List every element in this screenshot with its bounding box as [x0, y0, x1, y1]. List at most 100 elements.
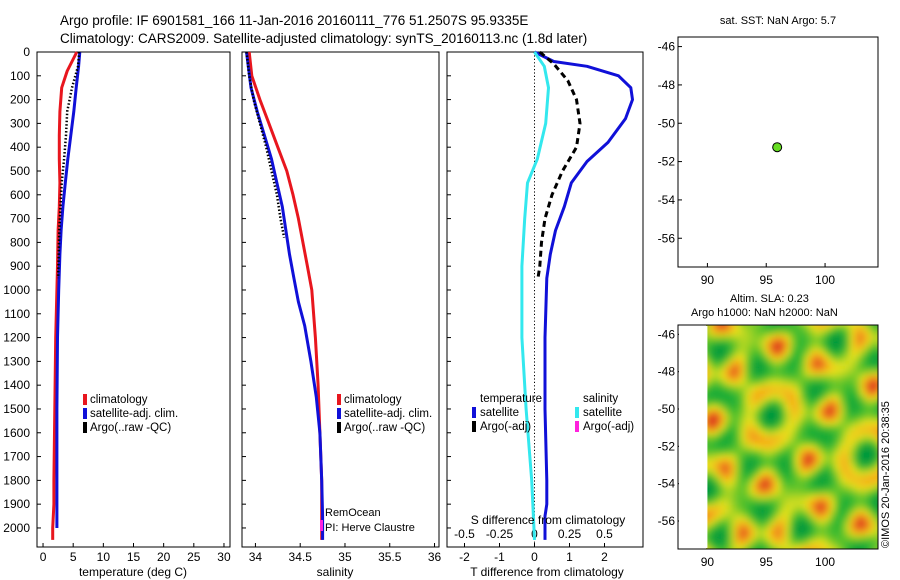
depth-tick-label: 1900: [3, 497, 30, 511]
legend-swatch-satellite: [337, 408, 341, 419]
sla-map: 90 95 100 -46 -48 -50 -52 -54 -56: [658, 324, 879, 569]
pi-marker: [320, 520, 323, 531]
legend-swatch-argo: [83, 422, 87, 433]
difference-plot: -2 -1 0 1 2-0.5 -0.25 0 0.25 0.5: [447, 50, 634, 564]
legend-label-s-argo: Argo(-adj): [583, 421, 634, 433]
x-tick-label: 34: [249, 550, 263, 564]
sst-map-panel: [677, 36, 879, 268]
y-tick-label: -46: [658, 327, 676, 341]
x-tick-label: 15: [127, 550, 141, 564]
x-tick-label: 95: [760, 555, 774, 569]
depth-tick-label: 2000: [3, 521, 30, 535]
x-tick-label: -1: [494, 550, 505, 564]
depth-tick-label: 100: [10, 69, 30, 83]
x2-tick-label: -0.25: [486, 527, 514, 541]
sla-map-title-line1: Altim. SLA: 0.23: [730, 293, 809, 305]
temperature-panel: [36, 51, 231, 548]
x-tick-label: 100: [815, 555, 835, 569]
depth-tick-label: 1500: [3, 402, 30, 416]
figure-title-line1: Argo profile: IF 6901581_166 11-Jan-2016…: [60, 13, 528, 28]
x-tick-label: 25: [187, 550, 201, 564]
t-difference-axis-label: T difference from climatology: [470, 565, 624, 579]
legend-swatch-climatology: [337, 394, 341, 405]
x-tick-label: 0: [531, 550, 538, 564]
y-tick-label: -52: [658, 155, 676, 169]
depth-tick-label: 1700: [3, 450, 30, 464]
legend-swatch-satellite: [83, 408, 87, 419]
y-tick-label: -54: [658, 193, 676, 207]
legend-swatch-climatology: [83, 394, 87, 405]
depth-tick-label: 0: [23, 45, 30, 59]
depth-axis: 0 100 200 300 400 500 600 700 800 900 1000 1100 1200…: [3, 45, 30, 535]
y-tick-label: -48: [658, 78, 676, 92]
pi-label: PI: Herve Claustre: [325, 522, 415, 534]
legend-label-satellite: satellite-adj. clim.: [90, 408, 178, 420]
y-tick-label: -48: [658, 365, 676, 379]
legend-label-t-argo: Argo(-adj): [480, 421, 531, 433]
x-tick-label: 1: [566, 550, 573, 564]
sst-map-title: sat. SST: NaN Argo: 5.7: [720, 15, 836, 27]
legend-heading-temperature: temperature: [480, 393, 542, 405]
series-line-argo-raw-qc-: [56, 51, 81, 279]
depth-tick-label: 1600: [3, 426, 30, 440]
x-tick-label: 5: [70, 550, 77, 564]
x-tick-label: 2: [601, 550, 608, 564]
y-tick-label: -46: [658, 40, 676, 54]
depth-tick-label: 700: [10, 212, 30, 226]
legend-swatch-s-argo: [575, 421, 579, 432]
series-line-argo-raw-qc-: [245, 51, 286, 238]
legend-label-argo: Argo(..raw -QC): [90, 422, 171, 434]
argo-position-marker: [772, 142, 783, 153]
salinity-panel: [241, 51, 440, 548]
difference-legend: temperature salinity satellite Argo(-adj…: [472, 393, 634, 433]
remocean-label: RemOcean: [325, 507, 381, 519]
sla-map-title-line2: Argo h1000: NaN h2000: NaN: [691, 307, 838, 319]
y-tick-label: -54: [658, 477, 676, 491]
y-tick-label: -50: [658, 116, 676, 130]
legend-swatch-t-satellite: [472, 407, 476, 418]
depth-tick-label: 1400: [3, 378, 30, 392]
x-tick-label: 90: [701, 273, 715, 287]
x-tick-label: 0: [40, 550, 47, 564]
legend-label-climatology: climatology: [344, 394, 402, 406]
legend-label-climatology: climatology: [90, 394, 148, 406]
temperature-legend: climatology satellite-adj. clim. Argo(..…: [83, 394, 178, 434]
series-line-satellite-adj-clim-: [55, 51, 82, 528]
depth-tick-label: 300: [10, 116, 30, 130]
salinity-legend: climatology satellite-adj. clim. Argo(..…: [320, 394, 432, 534]
y-tick-label: -52: [658, 439, 676, 453]
series-line-satellite: [520, 51, 550, 540]
salinity-plot: 34 34.5 35 35.5 36: [242, 51, 442, 564]
no-data-region: [679, 326, 708, 548]
x-tick-label: -2: [459, 550, 470, 564]
legend-label-argo: Argo(..raw -QC): [344, 422, 425, 434]
sst-map: 90 95 100 -46 -48 -50 -52 -54 -56: [658, 40, 836, 287]
x-tick-label: 90: [701, 555, 715, 569]
x-tick-label: 20: [157, 550, 171, 564]
x-tick-label: 30: [217, 550, 231, 564]
figure-title-line2: Climatology: CARS2009. Satellite-adjuste…: [60, 31, 587, 46]
depth-tick-label: 1100: [4, 307, 30, 321]
x-tick-label: 34.5: [289, 550, 313, 564]
x-tick-label: 95: [760, 273, 774, 287]
legend-label-s-satellite: satellite: [583, 407, 622, 419]
series-line-satellite-adj-clim-: [245, 51, 325, 540]
difference-panel: [446, 51, 644, 548]
x2-tick-label: 0.5: [596, 527, 613, 541]
legend-label-satellite: satellite-adj. clim.: [344, 408, 432, 420]
sla-map-frame: [677, 324, 879, 550]
temperature-plot: 0 5 10 15 20 25 30: [37, 51, 231, 564]
depth-tick-label: 1800: [3, 473, 30, 487]
series-line-satellite: [533, 50, 634, 540]
legend-swatch-argo: [337, 422, 341, 433]
y-tick-label: -50: [658, 402, 676, 416]
depth-tick-label: 1200: [3, 331, 30, 345]
depth-tick-label: 600: [10, 188, 30, 202]
legend-label-t-satellite: satellite: [480, 407, 519, 419]
depth-tick-label: 800: [10, 235, 30, 249]
s-difference-axis-label: S difference from climatology: [471, 513, 626, 527]
salinity-axis-label: salinity: [317, 565, 354, 579]
depth-tick-label: 400: [10, 140, 30, 154]
depth-tick-label: 1300: [3, 354, 30, 368]
